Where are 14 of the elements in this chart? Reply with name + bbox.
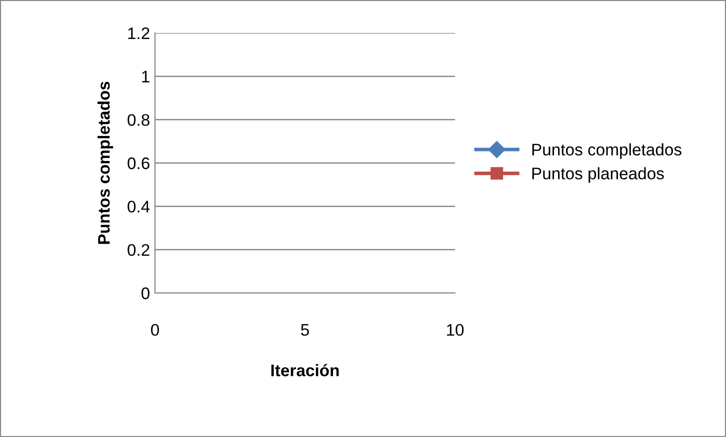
y-axis-title: Puntos completados	[98, 82, 114, 244]
y-tick-label: 0.4	[128, 200, 150, 213]
x-axis-title: Iteración	[271, 364, 339, 376]
legend-label: Puntos completados	[532, 143, 682, 159]
x-tick-label: 10	[447, 324, 464, 336]
legend-label: Puntos planeados	[532, 167, 664, 183]
y-tick-label: 1	[142, 70, 150, 82]
x-tick-label: 5	[301, 324, 309, 336]
y-tick-label: 0.8	[128, 114, 150, 126]
y-tick-label: 0.6	[128, 157, 150, 170]
x-tick-label: 0	[151, 324, 159, 336]
y-tick-label: 1.2	[128, 27, 150, 40]
y-tick-label: 0.2	[128, 244, 150, 256]
y-tick-label: 0	[142, 287, 150, 300]
